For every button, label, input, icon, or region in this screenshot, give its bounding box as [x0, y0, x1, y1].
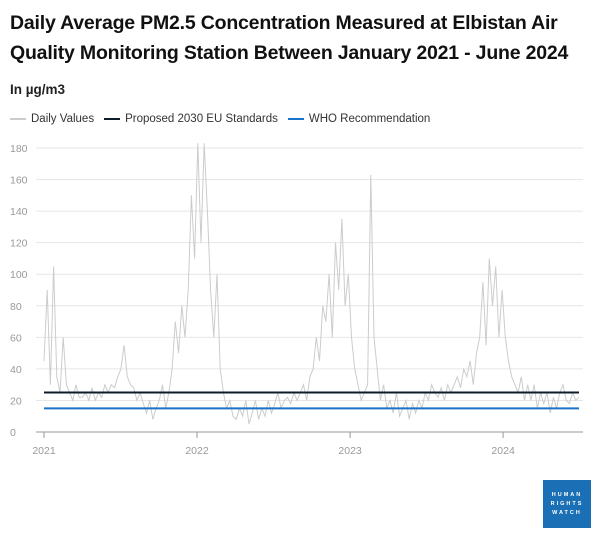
- y-tick-label: 20: [10, 395, 22, 407]
- legend-item-eu[interactable]: Proposed 2030 EU Standards: [104, 113, 278, 125]
- x-tick-label: 2024: [491, 445, 515, 457]
- series-daily-values: [43, 143, 580, 425]
- y-tick-label: 140: [10, 206, 28, 218]
- legend-swatch: [10, 118, 26, 120]
- legend-label: Daily Values: [31, 113, 95, 125]
- x-tick-label: 2022: [185, 445, 209, 457]
- legend-item-who[interactable]: WHO Recommendation: [287, 113, 431, 125]
- legend: Daily Values Proposed 2030 EU Standards …: [10, 113, 430, 125]
- x-tick-label: 2021: [32, 445, 56, 457]
- x-tick-label: 2023: [338, 445, 362, 457]
- legend-item-daily[interactable]: Daily Values: [10, 113, 94, 125]
- y-tick-label: 120: [10, 238, 28, 250]
- legend-swatch: [287, 118, 304, 120]
- legend-label: WHO Recommendation: [308, 113, 431, 125]
- logo-text: RIGHTS: [550, 500, 584, 507]
- y-tick-label: 180: [10, 143, 28, 155]
- chart-subtitle: In µg/m3: [10, 82, 66, 97]
- hrw-logo: HUMAN RIGHTS WATCH: [543, 480, 591, 528]
- logo-text: WATCH: [552, 509, 582, 516]
- y-tick-label: 60: [10, 332, 22, 344]
- chart-title: Daily Average PM2.5 Concentration Measur…: [10, 12, 569, 64]
- logo-text: HUMAN: [551, 491, 583, 498]
- y-tick-label: 160: [10, 175, 28, 187]
- legend-label: Proposed 2030 EU Standards: [125, 113, 278, 125]
- y-tick-label: 0: [10, 427, 16, 439]
- y-tick-label: 100: [10, 269, 28, 281]
- y-tick-label: 80: [10, 301, 22, 313]
- legend-swatch: [104, 118, 121, 120]
- y-tick-label: 40: [10, 364, 22, 376]
